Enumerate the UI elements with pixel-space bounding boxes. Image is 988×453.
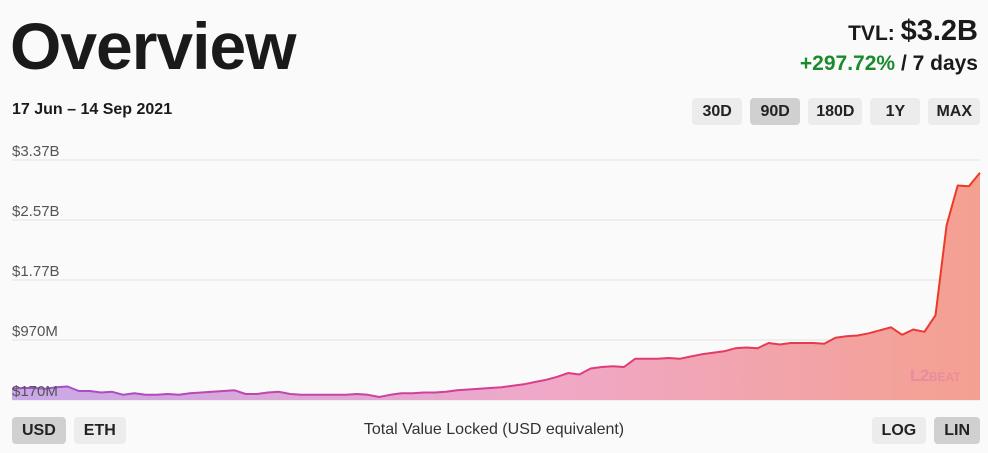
y-tick-label: $970M [12, 323, 58, 340]
page-title: Overview [10, 9, 297, 83]
period-180d-button[interactable]: 180D [808, 98, 863, 125]
logo-text: BEAT [928, 370, 961, 384]
tvl-line [11, 172, 981, 398]
currency-eth-button[interactable]: ETH [73, 417, 126, 444]
y-tick-label: $170M [12, 383, 58, 400]
scale-lin-button[interactable]: LIN [934, 417, 980, 444]
currency-selector: USD ETH [12, 417, 126, 444]
period-30d-button[interactable]: 30D [692, 98, 743, 125]
y-tick-label: $2.57B [12, 203, 60, 220]
logo-mark: L2 [910, 366, 929, 385]
date-range: 17 Jun – 14 Sep 2021 [12, 101, 173, 118]
l2beat-logo: L2BEAT [910, 366, 961, 386]
period-max-button[interactable]: MAX [928, 98, 980, 125]
tvl-value: $3.2B [900, 15, 978, 47]
tvl-label: TVL: [848, 22, 895, 45]
period-90d-button[interactable]: 90D [750, 98, 801, 125]
chart-caption: Total Value Locked (USD equivalent) [363, 421, 625, 438]
tvl-change-period: / 7 days [900, 52, 978, 75]
tvl-summary: TVL: $3.2B +297.72% / 7 days [800, 14, 978, 77]
tvl-area [12, 172, 980, 400]
y-tick-label: $3.37B [12, 143, 60, 160]
period-1y-button[interactable]: 1Y [870, 98, 921, 125]
tvl-change: +297.72% [799, 52, 896, 75]
currency-usd-button[interactable]: USD [12, 417, 66, 444]
period-selector: 30D 90D 180D 1Y MAX [692, 98, 980, 125]
scale-log-button[interactable]: LOG [871, 417, 927, 444]
scale-selector: LOG LIN [871, 417, 980, 444]
y-axis-ticks: $170M $970M $1.77B $2.57B $3.37B [12, 143, 60, 400]
y-tick-label: $1.77B [12, 263, 60, 280]
